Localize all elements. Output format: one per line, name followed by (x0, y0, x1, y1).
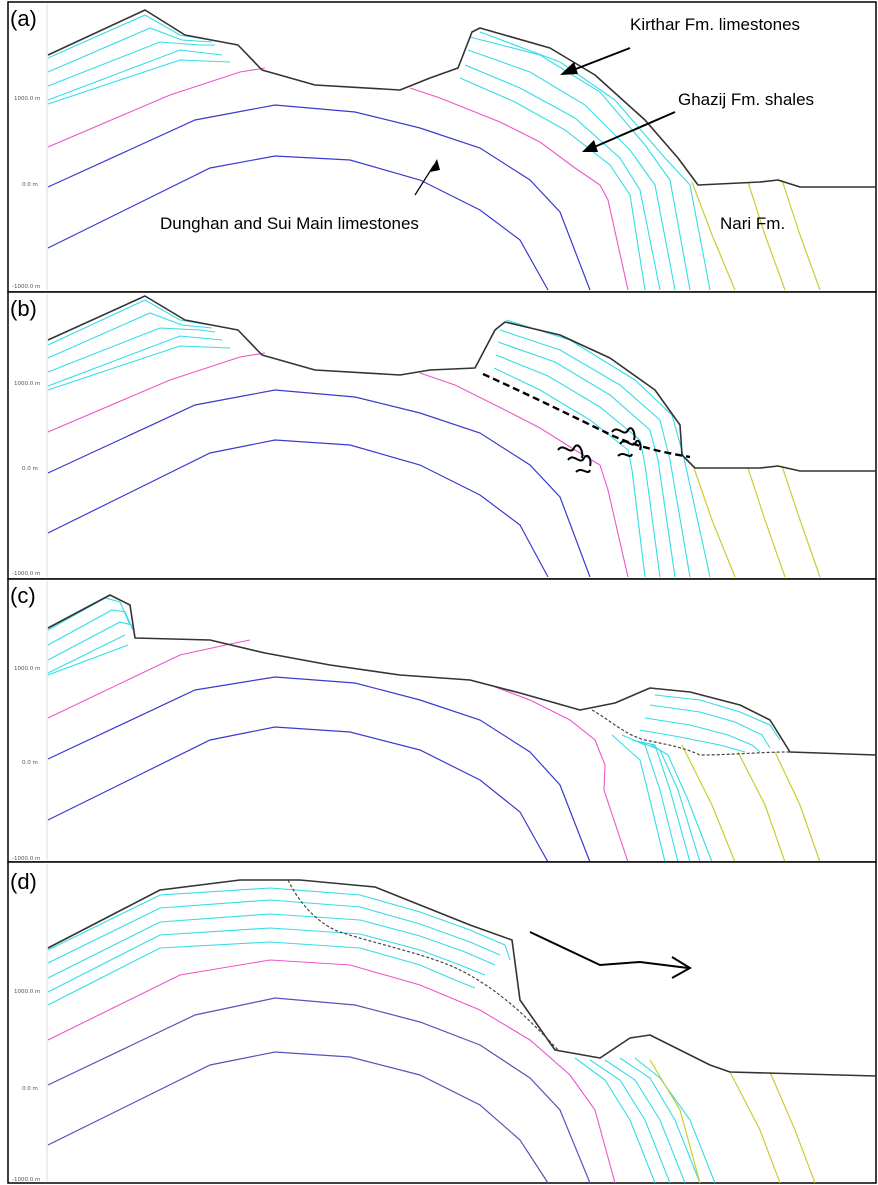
panel-c-dunghan-line-2 (47, 726, 549, 863)
panel-b-tick-0: 0.0 m (22, 466, 38, 472)
panel-b-dunghan-line-2 (47, 439, 549, 578)
panel-b-ghazij-line-west (47, 352, 266, 433)
panel-d-tick-1000: 1000.0 m (14, 989, 40, 995)
panel-a-frame (7, 1, 877, 293)
panel-d-dunghan-line-2 (47, 1051, 549, 1184)
dunghan-arrow (414, 164, 435, 196)
panel-c-label: (c) (10, 583, 36, 608)
panel-a: 1000.0 m 0.0 m -1000.0 m (a) (7, 1, 877, 293)
panel-a-topography (47, 9, 876, 188)
panel-b-folding-squiggle-1 (557, 444, 592, 473)
panel-b-dunghan-line-1 (47, 389, 591, 578)
panel-b-nari-beds (693, 465, 821, 578)
panel-d-kirthar-beds (47, 887, 716, 1184)
panel-d-tick-0: 0.0 m (22, 1086, 38, 1092)
panel-d-thrust-fault (287, 879, 559, 1051)
panel-b-ghazij-line-east (419, 372, 629, 578)
panel-a-dunghan-line-2 (47, 155, 549, 291)
panel-d-ghazij-line (47, 959, 616, 1184)
panel-b-label: (b) (10, 296, 37, 321)
kirthar-label: Kirthar Fm. limestones (630, 15, 800, 34)
panel-c-ghazij-line-east (489, 684, 629, 863)
kirthar-arrowhead (560, 62, 578, 75)
panel-c-tick-1000: 1000.0 m (14, 666, 40, 672)
panel-b-frame (7, 291, 877, 580)
panel-b-topography (47, 295, 876, 472)
panel-d-frame (7, 861, 877, 1184)
dunghan-label: Dunghan and Sui Main limestones (160, 214, 419, 233)
panel-d-topography (47, 879, 877, 1077)
panel-a-kirthar-beds (47, 14, 711, 291)
panel-c-tick-minus1000: -1000.0 m (12, 856, 40, 862)
panel-b-tick-minus1000: -1000.0 m (12, 571, 40, 577)
ghazij-arrow (591, 111, 676, 149)
panel-c-frame (7, 578, 877, 863)
panel-d-nari-beds (649, 1059, 816, 1184)
panel-b-thrust-fault (482, 372, 691, 459)
panel-d-dunghan-line-1 (47, 997, 591, 1184)
panel-a-ghazij-line-east (409, 87, 629, 291)
panel-b: 1000.0 m 0.0 m -1000.0 m (b) (7, 291, 877, 580)
panel-b-folding-squiggle-2 (611, 427, 642, 457)
panel-b-tick-1000: 1000.0 m (14, 381, 40, 387)
ghazij-arrowhead (582, 140, 598, 152)
panel-d-transport-arrow (529, 931, 689, 969)
kirthar-arrow (567, 47, 631, 73)
panel-d-label: (d) (10, 869, 37, 894)
panel-c-kirthar-beds (47, 597, 781, 863)
panel-c-topography (47, 594, 877, 756)
panel-c-dunghan-line-1 (47, 676, 591, 863)
panel-a-tick-0: 0.0 m (22, 182, 38, 188)
panel-c: 1000.0 m 0.0 m -1000.0 m (c) (7, 578, 877, 863)
ghazij-label: Ghazij Fm. shales (678, 90, 814, 109)
panel-a-tick-1000: 1000.0 m (14, 96, 40, 102)
panel-d: 1000.0 m 0.0 m -1000.0 m (d) (7, 861, 877, 1184)
panel-d-tick-minus1000: -1000.0 m (12, 1177, 40, 1183)
panel-d-arrowhead (671, 956, 692, 979)
panel-b-kirthar-beds (47, 299, 711, 578)
dunghan-arrowhead (430, 159, 440, 172)
nari-label: Nari Fm. (720, 214, 785, 233)
panel-c-nari-beds (681, 744, 821, 863)
panel-c-ghazij-line-west (47, 639, 251, 719)
panel-a-label: (a) (10, 6, 37, 31)
panel-a-nari-beds (691, 179, 821, 291)
panel-a-ghazij-line-west (47, 67, 266, 148)
panel-c-tick-0: 0.0 m (22, 760, 38, 766)
panel-a-tick-minus1000: -1000.0 m (12, 284, 40, 290)
panel-a-dunghan-line-1 (47, 104, 591, 291)
